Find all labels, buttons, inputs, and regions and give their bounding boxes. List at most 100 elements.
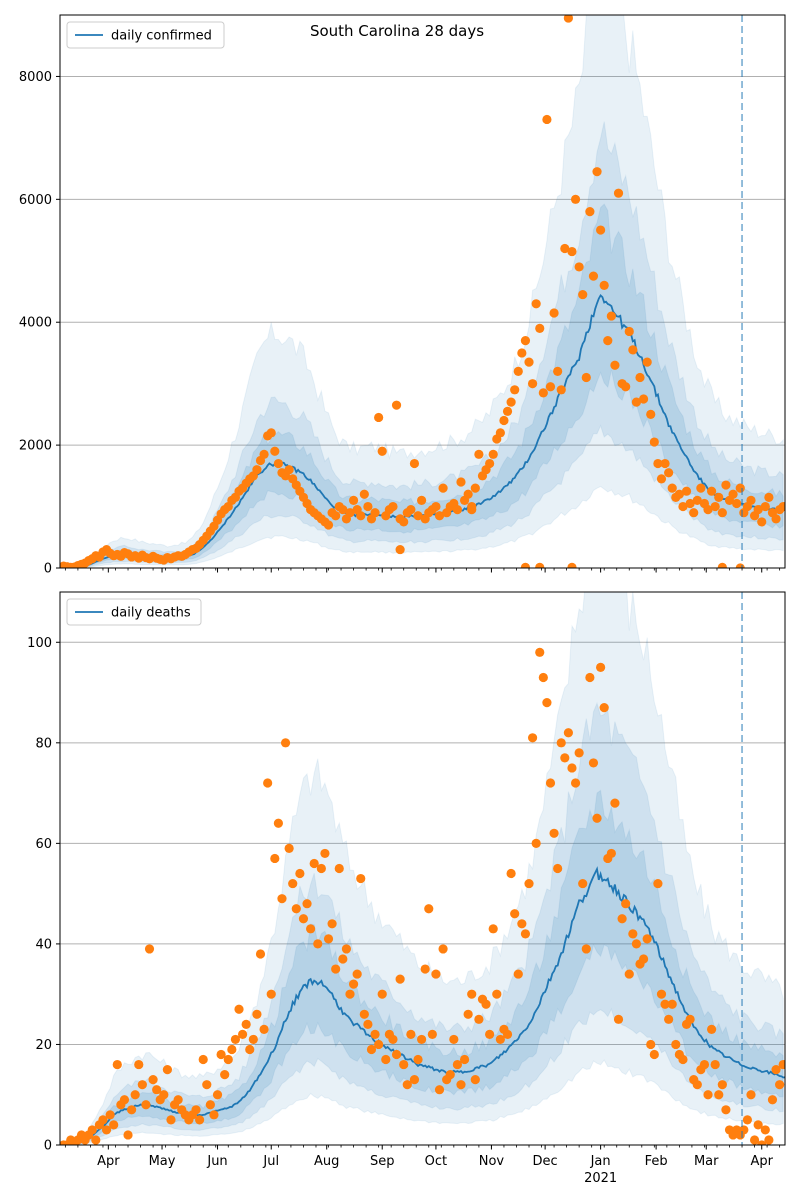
data-point xyxy=(513,366,523,376)
axes-frame xyxy=(59,14,786,569)
data-point xyxy=(517,919,527,929)
data-point xyxy=(495,1034,505,1045)
legend-box xyxy=(66,598,202,626)
data-point xyxy=(391,1049,402,1060)
data-point xyxy=(563,15,573,23)
data-point xyxy=(374,1039,384,1050)
data-point xyxy=(642,934,652,944)
data-point xyxy=(399,517,409,527)
data-point xyxy=(527,379,538,389)
data-point xyxy=(467,505,477,515)
data-point xyxy=(402,1080,412,1090)
data-point xyxy=(678,1054,688,1065)
data-point xyxy=(241,1019,251,1029)
data-point xyxy=(664,1014,674,1024)
data-point xyxy=(381,1054,391,1065)
data-point xyxy=(417,1034,427,1045)
data-point xyxy=(409,458,420,469)
data-point xyxy=(588,758,599,768)
data-point xyxy=(771,1064,781,1075)
data-point xyxy=(660,458,670,469)
data-point xyxy=(549,308,559,318)
data-point xyxy=(456,477,466,487)
data-point xyxy=(470,483,480,493)
x-tick-label: Nov xyxy=(479,1154,505,1169)
legend: daily confirmed xyxy=(66,21,225,49)
data-point xyxy=(696,483,706,493)
data-point xyxy=(277,894,287,904)
y-tick-label: 20 xyxy=(35,1038,52,1053)
data-point xyxy=(284,465,294,475)
data-point xyxy=(123,1130,133,1140)
x-tick-label: Oct xyxy=(425,1154,447,1169)
data-point xyxy=(363,501,373,512)
data-point xyxy=(481,999,491,1009)
data-point xyxy=(273,818,283,828)
data-point xyxy=(409,1075,420,1085)
data-point xyxy=(621,382,631,392)
data-point xyxy=(395,974,405,984)
legend: daily deaths xyxy=(66,598,202,626)
data-point xyxy=(775,1080,785,1090)
data-point xyxy=(592,167,602,177)
data-point xyxy=(98,1115,108,1125)
data-point xyxy=(438,944,448,954)
data-point xyxy=(255,949,266,959)
data-point xyxy=(767,1095,778,1105)
data-point xyxy=(667,483,677,493)
data-point xyxy=(757,517,767,527)
outer-band xyxy=(60,15,784,568)
data-point xyxy=(646,409,656,419)
data-point xyxy=(649,437,659,447)
data-point xyxy=(585,672,595,683)
data-point xyxy=(366,1044,377,1055)
data-point xyxy=(685,498,695,509)
data-point xyxy=(363,1019,373,1029)
data-point xyxy=(202,1080,212,1090)
data-point xyxy=(599,280,609,290)
data-point xyxy=(320,848,330,859)
data-point xyxy=(757,1140,767,1145)
data-point xyxy=(166,1115,176,1125)
x-tick-label: Sep xyxy=(370,1154,395,1169)
data-point xyxy=(234,1004,244,1014)
data-point xyxy=(556,738,566,748)
x-tick-label: Aug xyxy=(314,1154,339,1169)
data-point xyxy=(495,428,505,438)
data-point xyxy=(631,397,642,407)
data-point xyxy=(506,397,516,407)
data-point xyxy=(456,1080,466,1090)
data-point xyxy=(513,969,523,979)
data-point xyxy=(309,858,319,869)
data-point xyxy=(538,388,548,398)
data-point xyxy=(270,853,280,864)
data-point xyxy=(499,415,509,426)
x-tick-label: Apr xyxy=(750,1154,773,1169)
data-point xyxy=(488,924,498,934)
data-point xyxy=(230,1034,241,1045)
data-point xyxy=(703,1090,713,1100)
data-point xyxy=(406,505,416,515)
data-point xyxy=(459,1054,470,1065)
data-point xyxy=(334,863,344,874)
data-point xyxy=(302,899,312,909)
data-point xyxy=(535,323,545,333)
data-point xyxy=(288,878,298,889)
data-point xyxy=(520,562,531,568)
data-point xyxy=(578,289,588,300)
data-point xyxy=(348,979,359,989)
data-point xyxy=(252,465,262,475)
data-point xyxy=(728,489,738,499)
data-point xyxy=(531,299,541,309)
data-point xyxy=(485,458,495,469)
data-point xyxy=(613,1014,624,1024)
y-tick-label: 0 xyxy=(44,562,52,577)
middle-band xyxy=(60,701,784,1145)
data-point xyxy=(259,449,269,459)
data-point xyxy=(692,1080,702,1090)
data-point xyxy=(284,843,294,853)
data-point xyxy=(266,428,276,438)
data-point xyxy=(341,944,352,954)
data-point xyxy=(413,511,423,521)
data-point xyxy=(535,647,545,657)
